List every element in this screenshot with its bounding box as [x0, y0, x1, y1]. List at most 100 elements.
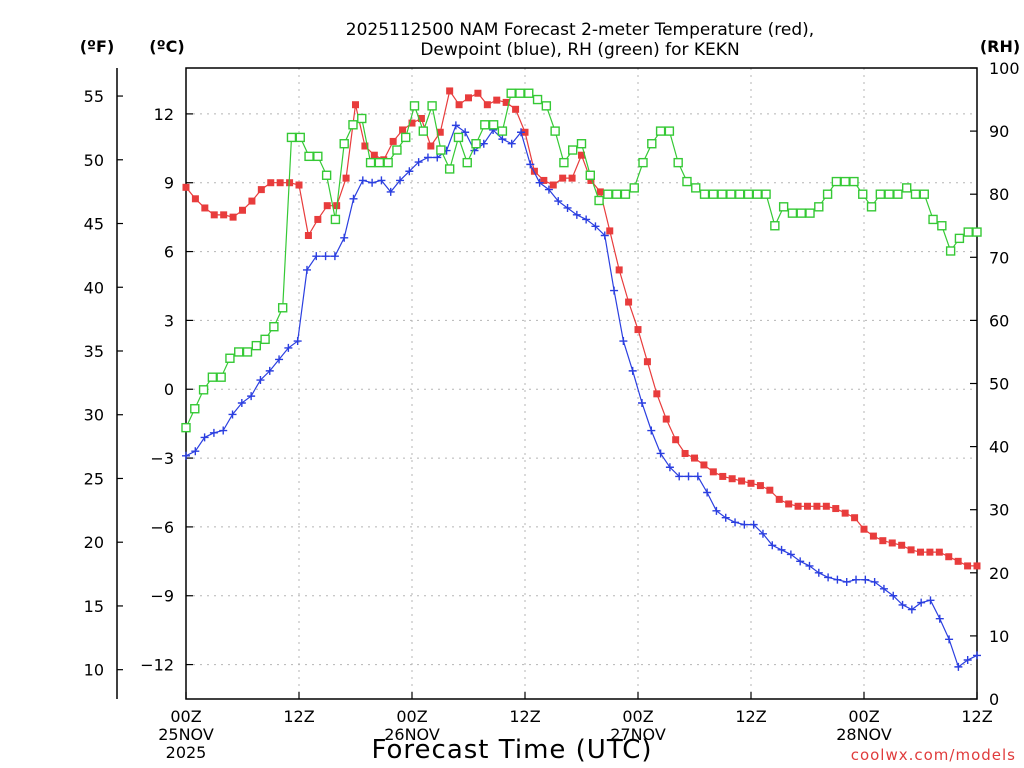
celsius-tick-label: 0 — [164, 380, 174, 399]
point-rh — [383, 157, 393, 168]
point-dewpoint — [777, 545, 786, 554]
point-dewpoint — [358, 176, 367, 185]
point-dewpoint — [433, 153, 442, 162]
point-dewpoint — [377, 176, 386, 185]
point-dewpoint — [731, 518, 740, 527]
point-rh — [796, 208, 806, 218]
point-rh — [436, 145, 446, 155]
celsius-tick-label: −9 — [150, 587, 174, 606]
point-temperature — [502, 98, 510, 106]
fahrenheit-unit-label: (ºF) — [80, 37, 115, 56]
point-rh — [840, 176, 850, 187]
point-temperature — [832, 505, 840, 513]
point-temperature — [954, 557, 962, 565]
x-tick-label: 12Z — [283, 707, 314, 726]
celsius-tick-label: 6 — [164, 243, 174, 262]
point-temperature — [813, 502, 821, 510]
x-tick-date-label: 27NOV — [610, 725, 666, 744]
point-rh — [752, 189, 762, 199]
point-dewpoint — [870, 577, 879, 586]
point-rh — [620, 189, 631, 199]
x-tick-date-label: 25NOV — [158, 725, 214, 744]
point-temperature — [267, 179, 275, 187]
point-temperature — [756, 482, 764, 490]
point-temperature — [408, 119, 416, 127]
point-rh — [348, 120, 358, 130]
point-rh — [471, 139, 481, 149]
point-dewpoint — [302, 265, 311, 274]
point-dewpoint — [675, 472, 684, 481]
point-rh — [576, 139, 587, 149]
point-temperature — [917, 548, 924, 556]
point-temperature — [446, 87, 454, 95]
point-dewpoint — [740, 520, 749, 529]
point-rh — [761, 189, 771, 199]
point-rh — [893, 189, 903, 199]
point-rh — [831, 176, 842, 187]
point-dewpoint — [572, 210, 581, 219]
point-temperature — [182, 183, 190, 191]
point-dewpoint — [563, 203, 572, 212]
point-dewpoint — [526, 160, 535, 169]
point-rh — [901, 183, 912, 193]
rh-tick-label: 50 — [989, 375, 1009, 394]
x-tick-label: 12Z — [735, 707, 766, 726]
x-tick-label: 00Z — [396, 707, 427, 726]
point-temperature — [191, 195, 199, 203]
point-dewpoint — [610, 286, 619, 295]
point-temperature — [606, 227, 614, 235]
point-dewpoint — [284, 343, 293, 352]
point-dewpoint — [665, 463, 674, 472]
point-dewpoint — [758, 529, 767, 538]
x-tick-year-label: 2025 — [166, 743, 207, 762]
point-dewpoint — [228, 410, 237, 419]
line-dewpoint — [185, 124, 978, 668]
point-rh — [541, 101, 552, 111]
point-temperature — [625, 298, 633, 306]
credit-text: coolwx.com/models — [851, 746, 1016, 764]
fahrenheit-tick-label: 35 — [84, 342, 104, 361]
celsius-tick-label: 12 — [154, 105, 174, 124]
point-dewpoint — [237, 399, 246, 408]
point-rh — [480, 120, 490, 130]
point-rh — [611, 189, 622, 199]
point-rh — [884, 189, 894, 199]
point-rh — [708, 189, 719, 199]
point-dewpoint — [247, 392, 256, 401]
point-dewpoint — [712, 506, 721, 515]
fahrenheit-tick-label: 15 — [84, 597, 104, 616]
point-rh — [787, 208, 798, 218]
point-dewpoint — [461, 128, 470, 137]
point-rh — [743, 189, 754, 199]
point-temperature — [229, 213, 237, 221]
point-temperature — [596, 188, 604, 196]
point-dewpoint — [889, 591, 898, 600]
celsius-unit-label: (ºC) — [149, 37, 184, 56]
series-rh — [181, 88, 982, 433]
point-dewpoint — [535, 178, 544, 187]
point-dewpoint — [517, 128, 526, 137]
point-temperature — [747, 479, 755, 487]
point-rh — [919, 189, 929, 199]
point-rh — [866, 202, 877, 212]
point-dewpoint — [293, 337, 302, 346]
point-dewpoint — [386, 187, 395, 196]
point-temperature — [201, 204, 209, 212]
point-rh — [778, 202, 789, 212]
point-rh — [682, 176, 692, 187]
point-dewpoint — [340, 233, 349, 242]
point-temperature — [314, 215, 322, 223]
fahrenheit-tick-label: 40 — [84, 278, 104, 297]
point-temperature — [785, 500, 793, 508]
point-temperature — [399, 126, 407, 134]
point-dewpoint — [796, 557, 805, 566]
line-temperature — [185, 89, 977, 567]
point-temperature — [926, 548, 934, 556]
point-rh — [277, 303, 288, 313]
point-dewpoint — [842, 577, 851, 586]
point-dewpoint — [544, 185, 553, 194]
point-dewpoint — [600, 231, 609, 240]
fahrenheit-tick-label: 30 — [84, 406, 104, 425]
point-rh — [559, 157, 569, 168]
